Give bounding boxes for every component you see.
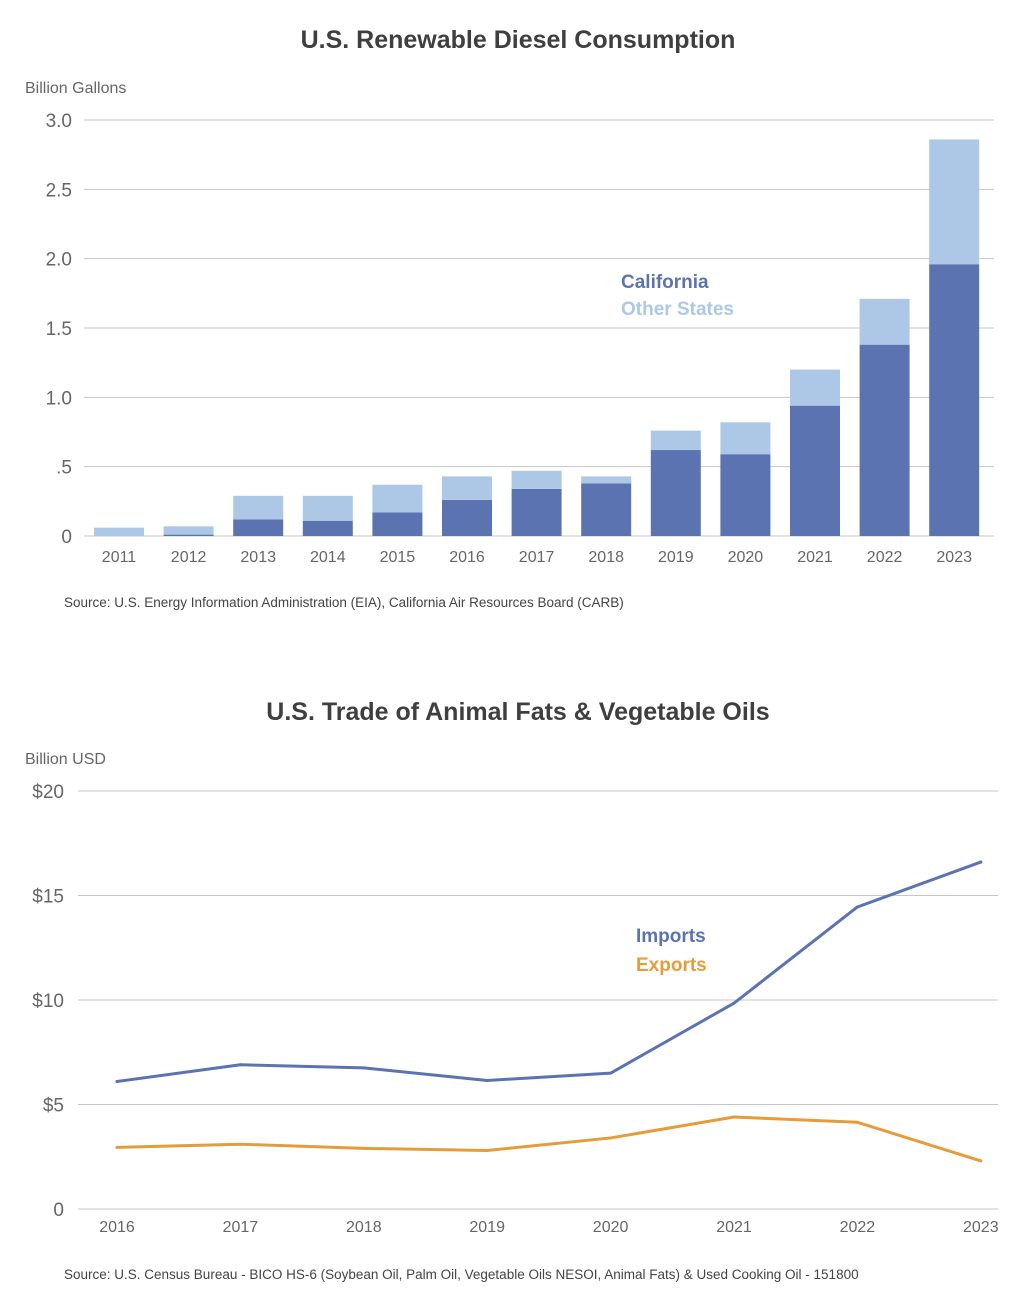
chart1-bar-california-2022: [859, 344, 910, 536]
chart1-x-tick-label: 2011: [102, 549, 137, 566]
chart2-x-tick-label: 2020: [593, 1219, 629, 1236]
chart1-bar-other-states-2019: [650, 430, 701, 451]
chart1-bar-other-states-2021: [790, 369, 840, 406]
chart1-bar-california-2013: [233, 519, 284, 536]
chart1-x-tick-label: 2012: [171, 549, 207, 566]
chart2-point-exports-2021: [732, 1115, 736, 1119]
chart1-x-tick-label: 2014: [310, 549, 346, 566]
chart1-y-tick-label: 2.0: [46, 250, 72, 271]
chart2-point-imports-2020: [609, 1071, 613, 1075]
chart1-bar-california-2023: [929, 264, 980, 536]
chart1-bar-california-2018: [581, 483, 632, 536]
chart2-y-tick-label: $10: [32, 991, 64, 1012]
chart2-point-exports-2018: [362, 1146, 366, 1150]
chart2-legend-1: Exports: [636, 955, 707, 976]
chart1-bar-other-states-2013: [233, 495, 284, 520]
chart2-point-imports-2017: [238, 1063, 242, 1067]
chart1-y-axis-label: Billion Gallons: [25, 80, 127, 97]
chart2-y-tick-label: $5: [43, 1096, 64, 1117]
chart2-y-tick-label: 0: [53, 1200, 64, 1221]
chart1-x-tick-label: 2018: [588, 549, 624, 566]
chart1-bar-other-states-2011: [94, 527, 144, 536]
chart2-line-exports: [115, 1115, 983, 1163]
chart1-x-tick-label: 2023: [936, 549, 972, 566]
chart2-line-imports: [115, 860, 983, 1084]
chart2-x-tick-label: 2023: [963, 1219, 999, 1236]
chart2-point-imports-2019: [485, 1078, 489, 1082]
chart2-x-tick-label: 2021: [716, 1219, 752, 1236]
chart1-bar-other-states-2020: [720, 422, 771, 455]
chart2-y-tick-label: $20: [32, 782, 64, 803]
chart1-bar-california-2016: [442, 499, 492, 536]
chart2-x-tick-label: 2018: [346, 1219, 382, 1236]
chart2-title: U.S. Trade of Animal Fats & Vegetable Oi…: [266, 698, 770, 726]
chart2-point-imports-2016: [115, 1080, 119, 1084]
chart1-title: U.S. Renewable Diesel Consumption: [300, 26, 736, 54]
chart2-point-imports-2021: [732, 1001, 736, 1005]
chart1-y-tick-label: 0: [61, 527, 72, 548]
chart1-y-tick-label: 1.5: [46, 319, 72, 340]
chart1-source: Source: U.S. Energy Information Administ…: [64, 595, 624, 610]
chart2-point-exports-2022: [855, 1120, 859, 1124]
chart1-bar-california-2014: [302, 520, 353, 536]
chart1-legend-0: California: [621, 272, 709, 293]
chart1-bar-california-2019: [650, 450, 701, 536]
chart1-x-tick-label: 2022: [867, 549, 903, 566]
chart2-source: Source: U.S. Census Bureau - BICO HS-6 (…: [64, 1267, 859, 1282]
chart1-x-tick-label: 2017: [519, 549, 555, 566]
chart1-x-tick-label: 2016: [449, 549, 485, 566]
chart2-point-imports-2018: [362, 1066, 366, 1070]
chart1-y-tick-label: 3.0: [46, 111, 72, 132]
chart1-bar-other-states-2014: [302, 495, 353, 521]
chart1-bar-california-2020: [720, 454, 771, 536]
chart1-bar-other-states-2023: [929, 139, 980, 265]
chart2-point-imports-2023: [979, 860, 983, 864]
chart1-x-tick-label: 2019: [658, 549, 694, 566]
chart2-x-tick-label: 2017: [223, 1219, 259, 1236]
chart2-point-exports-2017: [238, 1142, 242, 1146]
chart1-bar-other-states-2015: [372, 484, 423, 513]
chart2-y-axis-label: Billion USD: [25, 751, 106, 768]
chart1-y-tick-label: 2.5: [46, 180, 72, 201]
chart2-point-imports-2022: [855, 905, 859, 909]
chart1-legend-1: Other States: [621, 299, 734, 320]
chart1-bar-california-2012: [163, 534, 214, 536]
chart1-bar-other-states-2022: [859, 298, 910, 345]
chart1-bar-california-2015: [372, 512, 423, 536]
chart1-x-tick-label: 2015: [380, 549, 416, 566]
chart2-point-exports-2016: [115, 1145, 119, 1149]
chart1-y-tick-label: .5: [56, 458, 72, 479]
chart1-x-tick-label: 2021: [797, 549, 833, 566]
chart2-x-tick-label: 2022: [840, 1219, 876, 1236]
chart2-x-tick-label: 2019: [469, 1219, 505, 1236]
chart1-x-tick-label: 2020: [728, 549, 764, 566]
chart1-bar-other-states-2017: [511, 470, 562, 489]
chart2-x-tick-label: 2016: [99, 1219, 135, 1236]
chart2-point-exports-2019: [485, 1148, 489, 1152]
chart1-bar-other-states-2012: [163, 526, 214, 535]
chart1-bar-california-2017: [511, 488, 562, 536]
chart2-legend-0: Imports: [636, 926, 706, 947]
chart2-y-tick-label: $15: [32, 887, 64, 908]
chart1-bar-other-states-2018: [581, 476, 632, 484]
chart1-y-tick-label: 1.0: [46, 388, 72, 409]
chart2-point-exports-2020: [609, 1136, 613, 1140]
chart2-point-exports-2023: [979, 1159, 983, 1163]
chart1-bar-other-states-2016: [442, 476, 492, 500]
chart1-x-tick-label: 2013: [240, 549, 276, 566]
renewable-diesel-bar-chart: 0 .5 1.0 1.5 2.0 2.5 3.0 2011 2012 2013 2014 2015 20…: [46, 111, 994, 566]
chart1-bar-california-2021: [790, 405, 840, 536]
